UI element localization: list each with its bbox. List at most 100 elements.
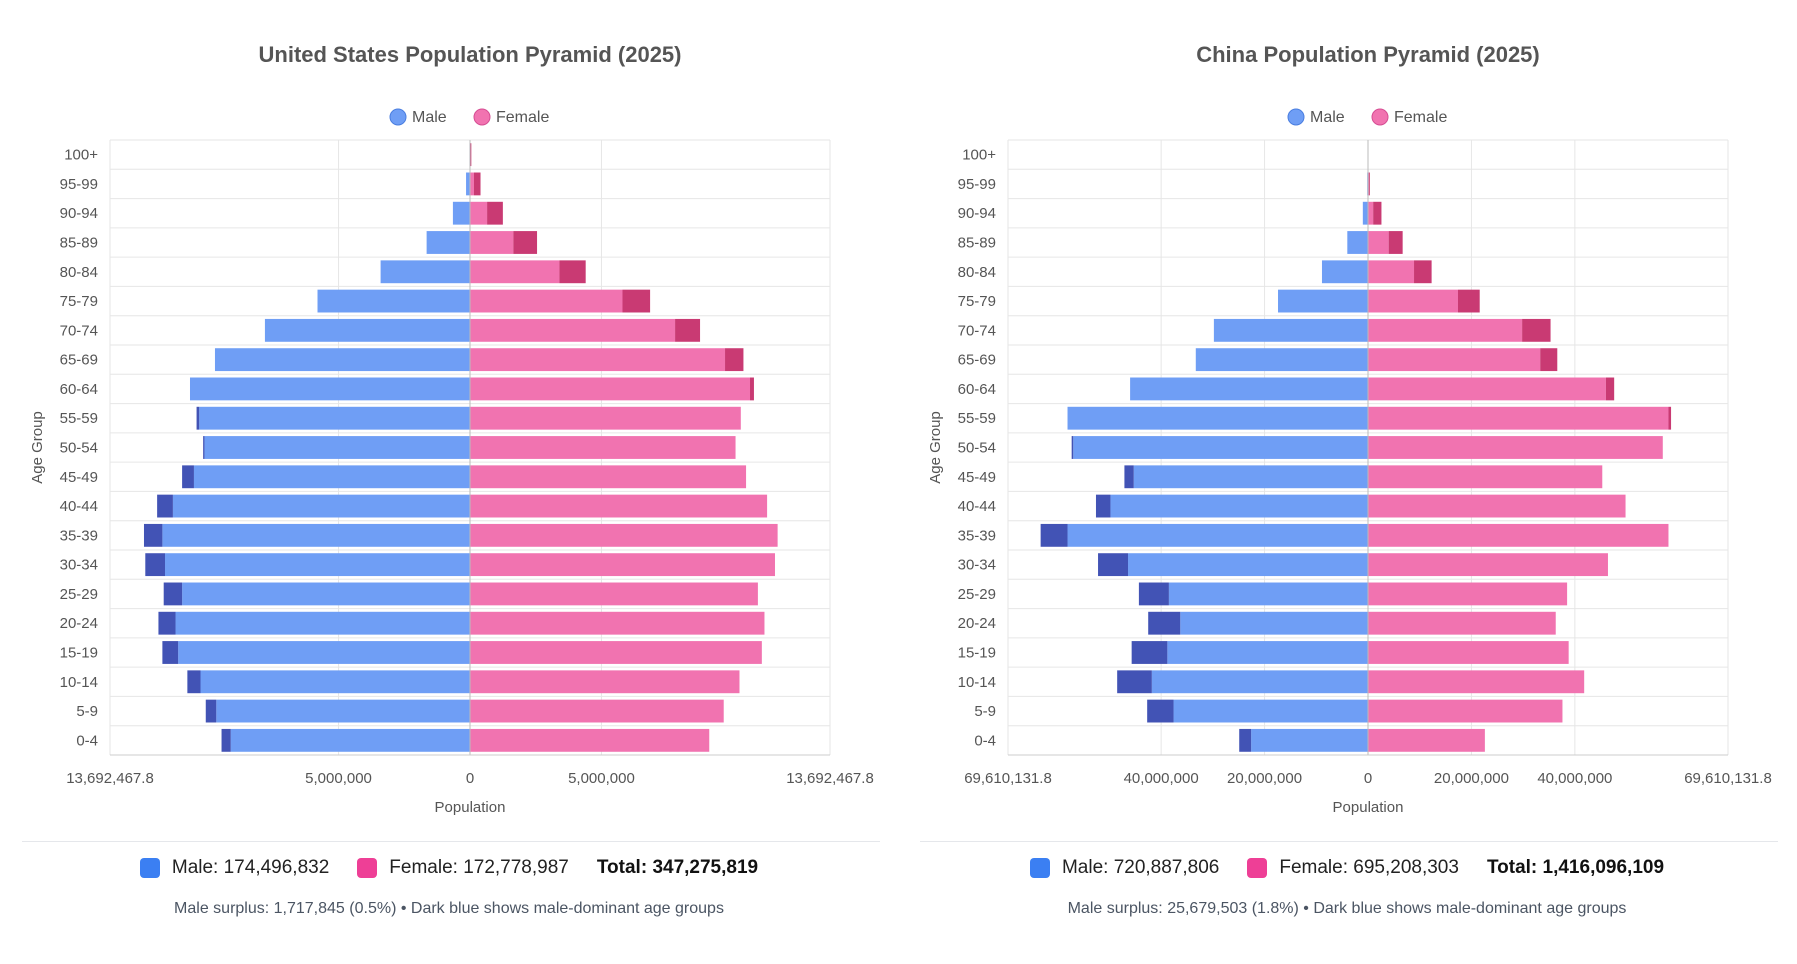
male-bar — [1151, 670, 1368, 694]
male-surplus-bar — [205, 699, 217, 723]
female-surplus-bar — [473, 172, 481, 196]
male-surplus-bar — [1095, 494, 1111, 518]
female-surplus-bar — [1540, 348, 1558, 372]
y-axis-title: Age Group — [29, 411, 46, 484]
male-surplus-bar — [182, 465, 194, 489]
age-group-label: 75-79 — [958, 293, 996, 310]
age-group-label: 50-54 — [60, 440, 98, 457]
female-bar — [1368, 582, 1568, 606]
age-group-label: 90-94 — [60, 205, 98, 222]
male-bar — [1321, 260, 1368, 284]
male-surplus-bar — [1071, 436, 1074, 459]
female-surplus-bar — [750, 377, 754, 401]
male-surplus-bar — [1131, 641, 1168, 664]
male-bar — [162, 523, 470, 547]
male-surplus-bar — [203, 436, 205, 459]
male-bar — [200, 670, 470, 694]
male-bar — [172, 494, 470, 518]
female-bar — [470, 523, 778, 547]
male-surplus-bar — [187, 670, 201, 694]
female-bar — [470, 699, 724, 723]
age-group-label: 15-19 — [958, 645, 996, 662]
male-bar — [178, 641, 471, 664]
male-bar — [1130, 377, 1368, 401]
female-bar — [470, 260, 560, 284]
legend-female-label: Female — [496, 109, 549, 126]
male-total: Male: 720,887,806 — [1029, 857, 1220, 879]
male-surplus-bar — [1117, 670, 1152, 694]
divider — [22, 841, 880, 842]
age-group-label: 30-34 — [60, 557, 98, 574]
us-pyramid-panel: United States Population Pyramid (2025) M… — [0, 0, 898, 964]
age-group-label: 45-49 — [958, 469, 996, 486]
male-bar — [1213, 318, 1368, 342]
legend-male-label: Male — [1310, 109, 1345, 126]
female-bar — [1368, 348, 1541, 372]
female-surplus-bar — [559, 260, 586, 284]
female-surplus-bar — [1522, 318, 1551, 342]
age-group-label: 45-49 — [60, 469, 98, 486]
female-bar — [470, 611, 765, 635]
male-bar — [165, 553, 470, 577]
x-tick-label: 0 — [1364, 770, 1372, 787]
male-surplus-bar — [1138, 582, 1169, 606]
female-bar — [1368, 289, 1458, 313]
male-bar — [182, 582, 470, 606]
legend-male-label: Male — [412, 109, 447, 126]
female-bar — [470, 406, 741, 430]
legend-female-marker — [473, 108, 491, 126]
female-bar — [1368, 641, 1569, 664]
surplus-note: Male surplus: 25,679,503 (1.8%) • Dark b… — [1067, 900, 1627, 917]
female-surplus-bar — [725, 348, 744, 372]
female-bar — [1368, 553, 1608, 577]
female-bar — [1368, 465, 1603, 489]
age-group-label: 20-24 — [60, 615, 98, 632]
male-surplus-bar — [158, 611, 176, 635]
age-group-label: 55-59 — [60, 410, 98, 427]
female-surplus-bar — [1605, 377, 1615, 401]
male-bar — [1251, 728, 1368, 752]
male-surplus-bar — [1040, 523, 1068, 547]
legend: Male Female — [1287, 108, 1447, 126]
female-bar — [470, 377, 751, 401]
age-group-label: 25-29 — [958, 586, 996, 603]
us-summary: Male: 174,496,832 Female: 172,778,987 To… — [0, 857, 898, 879]
male-bar — [175, 611, 470, 635]
male-bar — [380, 260, 470, 284]
female-bar — [470, 289, 623, 313]
x-tick-label: 13,692,467.8 — [786, 770, 874, 787]
age-group-label: 35-39 — [958, 527, 996, 544]
age-group-label: 25-29 — [60, 586, 98, 603]
female-surplus-bar — [1668, 406, 1672, 430]
male-bar — [204, 436, 470, 459]
x-tick-label: 40,000,000 — [1124, 770, 1199, 787]
male-bar — [230, 728, 470, 752]
female-surplus-bar — [622, 289, 651, 313]
male-bar — [317, 289, 470, 313]
male-bar — [1347, 231, 1368, 254]
female-surplus-bar — [675, 318, 701, 342]
male-surplus-bar — [145, 553, 166, 577]
male-bar — [1173, 699, 1368, 723]
age-group-label: 5-9 — [974, 703, 996, 720]
male-total-label: Male: 720,887,806 — [1061, 857, 1220, 878]
age-group-label: 100+ — [64, 147, 98, 164]
male-bar — [199, 406, 470, 430]
male-bar — [216, 699, 470, 723]
female-total: Female: 695,208,303 — [1247, 857, 1459, 879]
female-total-label: Female: 172,778,987 — [389, 857, 569, 878]
female-surplus-bar — [1457, 289, 1480, 313]
china-pyramid-panel: China Population Pyramid (2025) Male Femal… — [898, 0, 1796, 964]
age-group-label: 100+ — [962, 147, 996, 164]
china-pyramid-chart: China Population Pyramid (2025) Male Femal… — [927, 42, 1772, 816]
male-bar — [1278, 289, 1368, 313]
x-tick-label: 13,692,467.8 — [66, 770, 154, 787]
female-surplus-bar — [1368, 172, 1370, 196]
age-group-label: 80-84 — [60, 264, 98, 281]
age-group-label: 80-84 — [958, 264, 996, 281]
age-group-label: 95-99 — [60, 176, 98, 193]
male-bar — [1073, 436, 1368, 459]
male-total: Male: 174,496,832 — [139, 857, 329, 879]
surplus-note: Male surplus: 1,717,845 (0.5%) • Dark bl… — [174, 900, 724, 917]
male-bar — [189, 377, 470, 401]
